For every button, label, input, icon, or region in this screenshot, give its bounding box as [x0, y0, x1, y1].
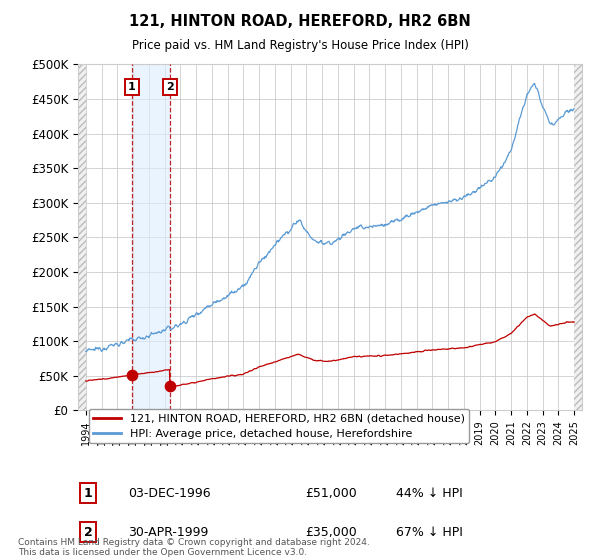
Text: £35,000: £35,000 — [305, 526, 356, 539]
Legend: 121, HINTON ROAD, HEREFORD, HR2 6BN (detached house), HPI: Average price, detach: 121, HINTON ROAD, HEREFORD, HR2 6BN (det… — [89, 409, 469, 444]
Text: 2: 2 — [166, 82, 173, 92]
Text: 03-DEC-1996: 03-DEC-1996 — [128, 487, 211, 500]
Text: Price paid vs. HM Land Registry's House Price Index (HPI): Price paid vs. HM Land Registry's House … — [131, 39, 469, 52]
Bar — [132, 64, 170, 410]
Text: 44% ↓ HPI: 44% ↓ HPI — [395, 487, 462, 500]
Text: 1: 1 — [128, 82, 136, 92]
Text: 67% ↓ HPI: 67% ↓ HPI — [395, 526, 463, 539]
Text: £51,000: £51,000 — [305, 487, 356, 500]
Text: Contains HM Land Registry data © Crown copyright and database right 2024.
This d: Contains HM Land Registry data © Crown c… — [18, 538, 370, 557]
Bar — [78, 64, 86, 410]
Text: 30-APR-1999: 30-APR-1999 — [128, 526, 209, 539]
Point — [127, 371, 137, 380]
Bar — [574, 64, 582, 410]
Point — [165, 382, 175, 391]
Text: 121, HINTON ROAD, HEREFORD, HR2 6BN: 121, HINTON ROAD, HEREFORD, HR2 6BN — [129, 14, 471, 29]
Text: 1: 1 — [84, 487, 92, 500]
Text: 2: 2 — [84, 526, 92, 539]
